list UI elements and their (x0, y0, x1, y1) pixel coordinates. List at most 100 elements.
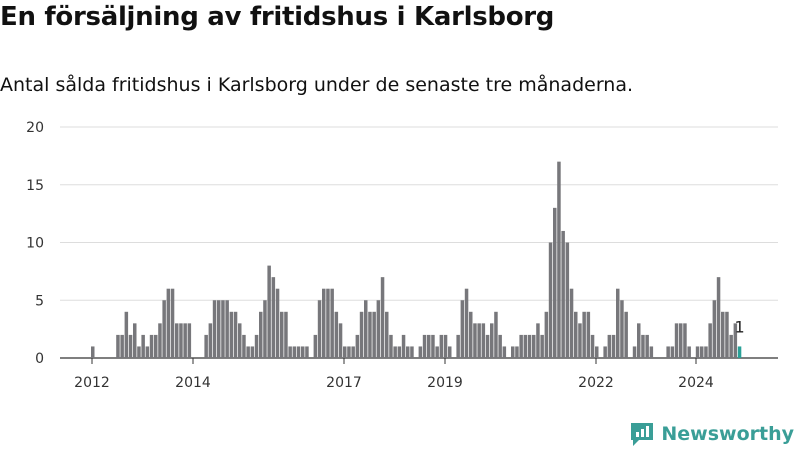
x-tick-label: 2012 (74, 375, 110, 391)
bar (611, 334, 616, 358)
bar (557, 161, 561, 358)
bar (229, 311, 234, 358)
bar (154, 334, 158, 358)
bar (334, 311, 339, 358)
bar (343, 346, 347, 358)
bar (170, 288, 175, 358)
bar (540, 334, 544, 358)
bar (553, 207, 557, 358)
bar (351, 346, 355, 358)
bar (490, 323, 494, 358)
bar (410, 346, 414, 358)
bar (271, 277, 276, 358)
bar (427, 334, 431, 358)
bar (595, 346, 599, 358)
y-tick-label: 0 (35, 351, 44, 367)
bar (477, 323, 481, 358)
bar (700, 346, 704, 358)
bar (380, 277, 385, 358)
bar (141, 334, 145, 358)
bar (565, 242, 570, 358)
bar (259, 311, 263, 358)
data-labels: 1 (734, 317, 744, 336)
bar (263, 300, 267, 358)
bar (439, 334, 444, 358)
bar (238, 323, 242, 358)
bar (376, 300, 381, 358)
bar (406, 346, 410, 358)
bar (221, 300, 225, 358)
x-tick-label: 2022 (578, 375, 614, 391)
newsworthy-logo: Newsworthy (629, 420, 794, 448)
bar (355, 334, 360, 358)
bar-latest (737, 346, 742, 358)
bar (162, 300, 166, 358)
x-tick-label: 2017 (326, 375, 362, 391)
bar (469, 311, 473, 358)
chart-subtitle: Antal sålda fritidshus i Karlsborg under… (0, 74, 634, 96)
bar (460, 300, 465, 358)
bar (683, 323, 687, 358)
bar (670, 346, 675, 358)
bar (515, 346, 519, 358)
bar (166, 288, 171, 358)
bar (133, 323, 137, 358)
bar (578, 323, 582, 358)
bar (687, 346, 691, 358)
bar (712, 300, 717, 358)
newsworthy-logo-text: Newsworthy (661, 423, 794, 445)
bar (254, 334, 259, 358)
bar (91, 346, 95, 358)
bar (212, 300, 217, 358)
x-tick-label: 2024 (678, 375, 714, 391)
bar (208, 323, 213, 358)
bar (389, 334, 393, 358)
bar (603, 346, 607, 358)
bar (435, 346, 439, 358)
bar (246, 346, 250, 358)
bar (368, 311, 372, 358)
bar (481, 323, 486, 358)
bar (288, 346, 292, 358)
x-tick-label: 2019 (427, 375, 463, 391)
bar (721, 311, 725, 358)
y-axis-ticks: 0 5 10 15 20 (26, 120, 44, 367)
bar (313, 334, 318, 358)
bar (347, 346, 351, 358)
bar (275, 288, 280, 358)
y-tick-label: 10 (26, 236, 44, 252)
x-tick-label: 2014 (175, 375, 211, 391)
bar (548, 242, 553, 358)
bar (725, 311, 729, 358)
bar (296, 346, 301, 358)
bar (641, 334, 645, 358)
y-tick-label: 20 (26, 120, 44, 136)
bar (158, 323, 162, 358)
bar (448, 346, 452, 358)
bar (217, 300, 221, 358)
bar (532, 334, 536, 358)
bar (649, 346, 654, 358)
bar (443, 334, 448, 358)
bar (250, 346, 255, 358)
bar (582, 311, 586, 358)
bar (149, 334, 154, 358)
bar (502, 346, 507, 358)
bar (637, 323, 641, 358)
bar (527, 334, 532, 358)
bar (233, 311, 238, 358)
bar (431, 334, 435, 358)
y-tick-label: 5 (35, 293, 44, 309)
bar (242, 334, 246, 358)
bar (128, 334, 133, 358)
bar (574, 311, 578, 358)
bar (305, 346, 309, 358)
bar (695, 346, 700, 358)
bar (473, 323, 477, 358)
bar (116, 334, 120, 358)
bar (137, 346, 141, 358)
bar (536, 323, 540, 358)
bar (624, 311, 628, 358)
bar (569, 288, 574, 358)
